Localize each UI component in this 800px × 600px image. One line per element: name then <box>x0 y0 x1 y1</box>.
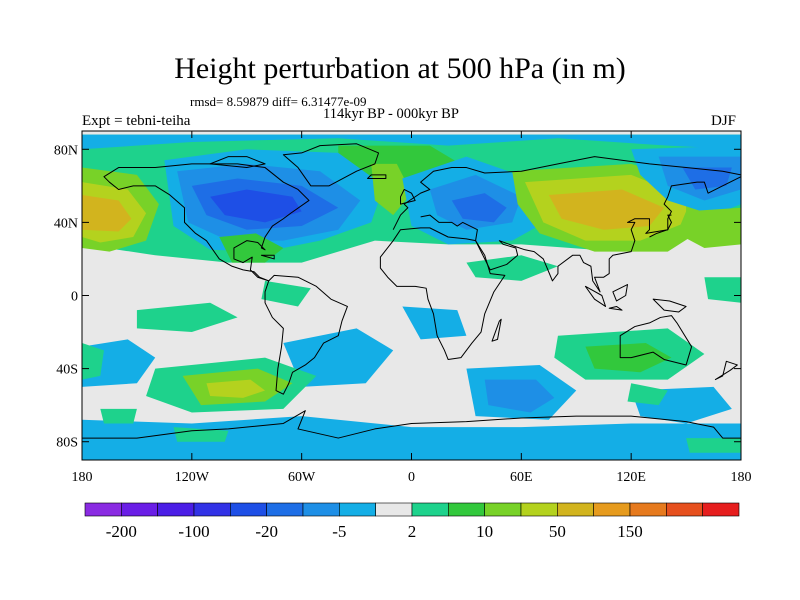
colorbar-swatch <box>593 502 631 517</box>
coastline <box>260 254 275 260</box>
anomaly-region <box>371 163 412 216</box>
anomaly-region <box>82 343 104 380</box>
anomaly-region <box>682 167 732 190</box>
coastline <box>475 176 741 293</box>
map-plot-area <box>82 131 741 460</box>
colorbar-label: -20 <box>255 522 278 541</box>
lon-tick-label: 180 <box>731 470 752 485</box>
colorbar-swatch <box>84 502 122 517</box>
anomaly-region <box>548 189 665 230</box>
colorbar-swatch <box>702 502 740 517</box>
colorbar: -200 -100 -20 -5 2 10 50 150 <box>84 502 740 541</box>
anomaly-region <box>261 280 311 307</box>
axis-ticks <box>81 131 742 460</box>
anomaly-region <box>100 408 137 424</box>
anomaly-region <box>466 255 558 281</box>
anomaly-region <box>451 193 507 223</box>
coastline <box>608 305 623 311</box>
coastline <box>379 227 506 360</box>
colorbar-swatch <box>193 502 231 517</box>
colorbar-label: 150 <box>617 522 643 541</box>
anomaly-region <box>704 277 741 303</box>
colorbar-swatch <box>557 502 594 517</box>
coastline <box>619 315 693 366</box>
coastline <box>652 298 687 313</box>
lat-tick-label: 40S <box>56 363 78 378</box>
coastline <box>584 285 607 307</box>
lon-tick-label: 60W <box>288 470 316 485</box>
colorbar-swatch <box>411 502 449 517</box>
colorbar-swatch <box>629 502 667 517</box>
colorbar-label: -100 <box>178 522 209 541</box>
colorbar-label: 50 <box>549 522 566 541</box>
colorbar-label: 2 <box>408 522 417 541</box>
coastline <box>103 163 310 282</box>
colorbar-swatch <box>230 502 267 517</box>
coastline <box>420 214 478 241</box>
colorbar-swatch <box>375 502 413 517</box>
colorbar-swatch <box>484 502 522 517</box>
colorbar-label: -200 <box>106 522 137 541</box>
colorbar-swatch <box>302 502 340 517</box>
coastline <box>714 360 738 381</box>
stats-label: rmsd= 8.59879 diff= 6.31477e-09 <box>190 94 367 109</box>
anomaly-region <box>173 427 229 442</box>
anomaly-region <box>402 306 467 340</box>
anomaly-region <box>82 194 132 232</box>
anomaly-layer <box>82 134 741 460</box>
anomaly-region <box>627 383 668 406</box>
coastline <box>367 174 387 180</box>
colorbar-swatch <box>121 502 158 517</box>
anomaly-region <box>206 379 266 398</box>
coastline <box>82 410 741 439</box>
coastline <box>392 156 741 230</box>
coastline <box>282 143 380 187</box>
lat-tick-label: 40N <box>54 216 78 231</box>
anomaly-region <box>676 207 741 248</box>
colorbar-swatch <box>157 502 195 517</box>
experiment-label: Expt = tebni-teiha <box>82 113 191 129</box>
lon-tick-label: 120W <box>175 470 210 485</box>
lat-tick-label: 80N <box>54 143 78 158</box>
colorbar-swatch <box>339 502 376 517</box>
coastline <box>400 188 416 205</box>
colorbar-swatch <box>448 502 485 517</box>
coastline <box>491 318 502 342</box>
anomaly-region <box>82 134 741 150</box>
anomaly-region <box>283 328 394 387</box>
coastline <box>612 284 629 302</box>
lat-tick-label: 0 <box>71 290 78 305</box>
lon-tick-label: 180 <box>72 470 93 485</box>
anomaly-region <box>484 379 555 413</box>
season-label: DJF <box>711 113 737 129</box>
colorbar-swatch <box>520 502 558 517</box>
anomaly-region <box>686 438 741 453</box>
coastline <box>264 274 348 395</box>
period-label: 114kyr BP - 000kyr BP <box>323 106 459 122</box>
coastlines <box>82 143 741 439</box>
colorbar-swatch <box>666 502 703 517</box>
plot-title: Height perturbation at 500 hPa (in m) <box>174 52 626 85</box>
colorbar-label: 10 <box>476 522 493 541</box>
lon-tick-label: 0 <box>408 470 415 485</box>
anomaly-region <box>136 302 238 333</box>
colorbar-swatch <box>266 502 304 517</box>
tick-labels: 80N 40N 0 40S 80S 180 120W 60W 0 60E 120E 180 <box>54 143 752 485</box>
anomaly-region <box>210 189 302 223</box>
colorbar-label: -5 <box>332 522 346 541</box>
coastline <box>649 214 672 238</box>
lon-tick-label: 120E <box>616 470 646 485</box>
lon-tick-label: 60E <box>510 470 533 485</box>
coastline <box>209 156 266 169</box>
lat-tick-label: 80S <box>56 436 78 451</box>
